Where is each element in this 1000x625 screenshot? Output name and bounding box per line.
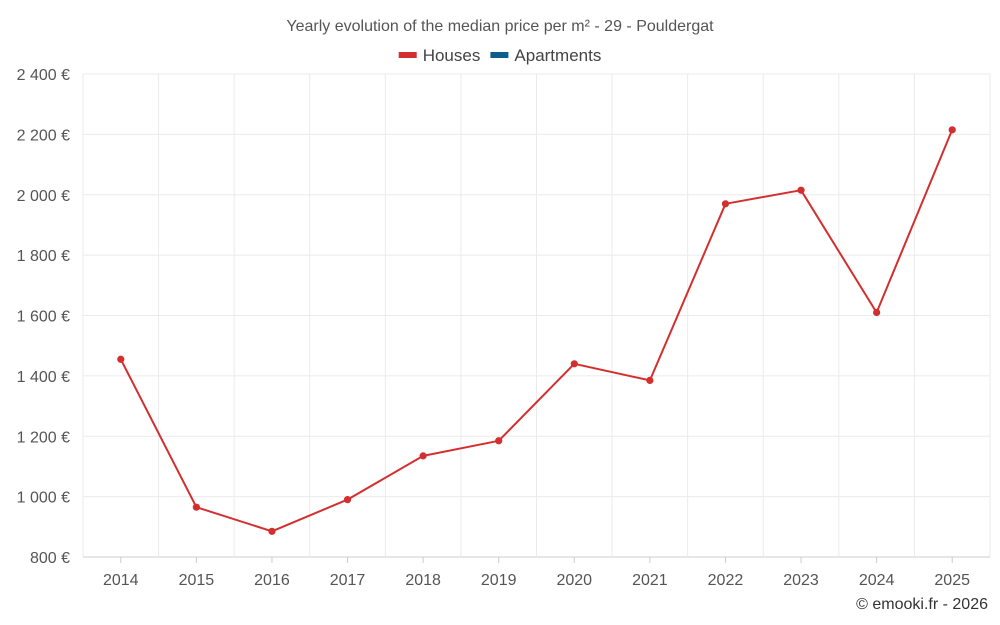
x-tick-label: 2023 bbox=[783, 572, 819, 589]
data-point[interactable] bbox=[948, 126, 956, 134]
data-point[interactable] bbox=[721, 200, 730, 208]
x-tick-label: 2017 bbox=[330, 572, 366, 589]
x-axis: 2014 2015 2016 2017 2018 2019 2020 2021 2022 2023… bbox=[103, 557, 970, 589]
legend-label: Apartments bbox=[514, 46, 601, 65]
legend-label: Houses bbox=[423, 46, 481, 65]
data-point[interactable] bbox=[873, 308, 881, 317]
legend-item-apartments[interactable]: Apartments bbox=[490, 46, 601, 65]
grid bbox=[82, 73, 991, 558]
x-tick-label: 2019 bbox=[481, 572, 517, 589]
x-tick-label: 2025 bbox=[934, 572, 970, 589]
y-tick-label: 1 600 € bbox=[17, 309, 70, 326]
x-tick-label: 2021 bbox=[632, 572, 668, 589]
y-tick-label: 1 800 € bbox=[17, 248, 70, 265]
data-point[interactable] bbox=[419, 452, 427, 460]
x-tick-label: 2014 bbox=[103, 572, 139, 589]
data-point[interactable] bbox=[343, 496, 352, 504]
y-tick-label: 800 € bbox=[30, 550, 70, 567]
data-point[interactable] bbox=[495, 437, 503, 445]
legend-swatch bbox=[490, 52, 509, 58]
data-point[interactable] bbox=[570, 360, 578, 368]
x-tick-label: 2020 bbox=[556, 572, 592, 589]
y-tick-label: 2 400 € bbox=[17, 67, 70, 84]
y-tick-label: 1 000 € bbox=[17, 490, 70, 507]
x-tick-label: 2022 bbox=[708, 572, 744, 589]
data-point[interactable] bbox=[192, 503, 200, 511]
x-tick-label: 2016 bbox=[254, 572, 290, 589]
data-point[interactable] bbox=[117, 355, 125, 363]
y-tick-label: 2 000 € bbox=[17, 188, 70, 205]
y-tick-label: 1 200 € bbox=[17, 429, 70, 446]
y-tick-label: 1 400 € bbox=[17, 369, 70, 386]
series-line-houses bbox=[119, 129, 954, 533]
x-tick-label: 2024 bbox=[859, 572, 895, 589]
x-tick-label: 2018 bbox=[405, 572, 441, 589]
data-point[interactable] bbox=[646, 376, 654, 385]
x-tick-label: 2015 bbox=[179, 572, 215, 589]
series-layer bbox=[117, 126, 956, 535]
legend-swatch bbox=[398, 52, 417, 58]
data-point[interactable] bbox=[797, 186, 805, 194]
data-point[interactable] bbox=[268, 527, 276, 535]
legend-item-houses[interactable]: Houses bbox=[398, 46, 481, 65]
chart-title: Yearly evolution of the median price per… bbox=[286, 18, 714, 35]
y-axis: 800 € 1 000 € 1 200 € 1 400 € 1 600 € 1 800 €… bbox=[17, 67, 70, 567]
legend: Houses Apartments bbox=[398, 46, 601, 65]
credit-text: © emooki.fr - 2026 bbox=[856, 596, 988, 613]
y-tick-label: 2 200 € bbox=[17, 127, 70, 144]
